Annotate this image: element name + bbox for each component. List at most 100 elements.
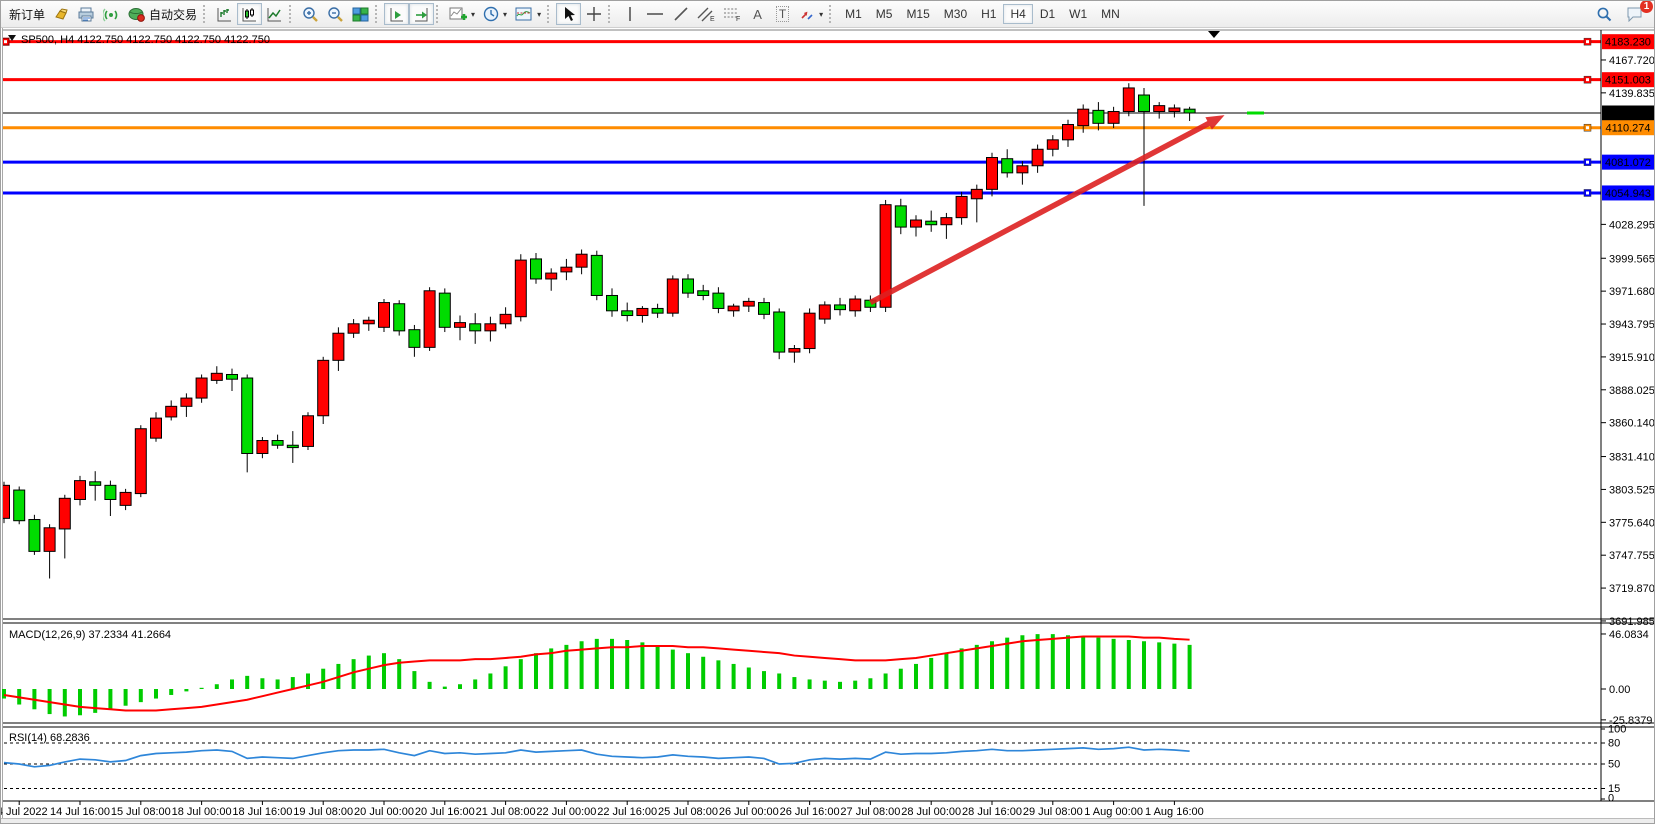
candle-body [74,480,86,500]
template-icon [515,7,532,21]
timeframe-m1-button[interactable]: M1 [838,4,869,24]
line-chart-button[interactable] [262,3,287,25]
price-badge-label: 4054.943 [1605,188,1651,200]
auto-scroll-button[interactable] [409,3,435,25]
tile-windows-button[interactable] [348,3,373,25]
broadcast-button[interactable] [99,3,124,25]
toolbar-grip [608,5,613,23]
price-badge-4183.230 [1602,34,1654,50]
candle-body [241,377,254,454]
toolbar: 新订单 自动交易 [1,1,1654,28]
vertical-line-button[interactable] [617,3,642,25]
macd-axis-label: -25.8379 [1609,715,1652,727]
templates-button[interactable]: ▾ [511,3,545,25]
macd-axis-label: 46.0834 [1609,629,1649,641]
print-preview-button[interactable] [74,3,99,25]
macd-panel: MACD(12,26,9) 37.2334 41.2664 46.0834 0.00… [2,629,1652,727]
rsi-axis-label: 100 [1608,724,1626,736]
bar-chart-button[interactable] [212,3,237,25]
timeframe-h1-button[interactable]: H1 [974,4,1003,24]
candle-body [13,489,26,522]
price-badge-4110.274 [1602,120,1654,136]
one-click-arrow-icon[interactable] [8,35,16,41]
text-label-button[interactable]: T [770,3,795,25]
rsi-axis-label: 15 [1608,783,1620,795]
line-chart-icon [267,7,282,21]
dropdown-caret: ▾ [819,9,824,19]
toolbar-grip [203,5,208,23]
price-badge-label: 4183.230 [1605,37,1651,49]
cursor-icon [564,7,575,21]
text-tool-button[interactable]: A [745,3,770,25]
horizontal-line-button[interactable] [642,3,668,25]
candle-body [286,444,299,449]
candle-body [1122,87,1135,113]
add-indicator-button[interactable]: ▾ [445,3,479,25]
time-axis-label: 22 Jul 16:00 [597,806,657,818]
rsi-axis-label: 80 [1608,738,1620,750]
horizontal-line-icon [647,13,664,15]
trend-arrow[interactable] [869,115,1225,305]
candle-body [1153,105,1166,113]
candle-body [727,305,740,312]
toolbar-grip [829,5,834,23]
notification-badge: 1 [1640,1,1653,13]
timeframe-d1-button[interactable]: D1 [1033,4,1062,24]
candle-body [651,307,664,314]
price-tick-label: 3999.565 [1609,253,1655,265]
notifications-button[interactable]: 1 [1622,1,1653,25]
candle-body [1046,139,1059,150]
candle-body [970,188,983,200]
time-axis-label: 14 Jul 16:00 [50,806,110,818]
candle-body [910,219,922,228]
candlestick-chart-button[interactable] [237,3,263,25]
time-axis-label: 1 Aug 16:00 [1145,806,1204,818]
timeframe-m5-button[interactable]: M5 [869,4,900,24]
trend-line-button[interactable] [668,3,693,25]
zoom-in-icon [303,7,318,22]
candle-body [666,278,679,314]
candle-body [438,292,451,328]
time-axis-label: 14 Jul 2022 [1,806,48,818]
cursor-button[interactable] [556,3,582,25]
periods-button[interactable]: ▾ [479,3,511,25]
price-tick-label: 3719.870 [1609,583,1655,595]
price-badge-label: 4110.274 [1605,123,1650,135]
autotrade-button[interactable]: 自动交易 [124,3,201,25]
timeframe-m30-button[interactable]: M30 [937,4,974,24]
crosshair-button[interactable] [581,3,606,25]
chart-area[interactable]: 4167.720 4139.835 4028.295 3999.565 3971.680… [1,28,1655,824]
candle-body [104,484,117,500]
price-tick-label: 3888.025 [1609,385,1655,397]
svg-text:F: F [736,16,740,22]
timeframe-mn-button[interactable]: MN [1094,4,1127,24]
timeframe-h4-button[interactable]: H4 [1003,4,1033,24]
candle-body [119,491,132,506]
equidistant-channel-button[interactable]: E [693,3,719,25]
timeframe-m15-button[interactable]: M15 [899,4,936,24]
autotrade-label: 自动交易 [149,7,198,22]
chart-title: SP500, H4 4122.750 4122.750 4122.750 412… [21,34,270,46]
bar-chart-icon [217,7,232,21]
candle-body [43,527,56,552]
new-order-button[interactable]: 新订单 [5,3,49,25]
zoom-out-button[interactable] [323,3,348,25]
fibonacci-button[interactable]: F [719,3,745,25]
candle-body [1031,148,1044,167]
timeframe-w1-button[interactable]: W1 [1062,4,1094,24]
zoom-in-button[interactable] [298,3,323,25]
rsi-line [3,746,1190,768]
market-depth-button[interactable] [49,3,74,25]
arrows-tool-button[interactable]: ▾ [795,3,827,25]
candle-body [423,290,436,348]
fibonacci-icon: F [724,8,740,22]
chart-shift-button[interactable] [384,3,410,25]
candle-body [590,254,603,296]
auto-scroll-icon [415,7,428,21]
price-axis[interactable]: 4167.720 4139.835 4028.295 3999.565 3971.680… [1601,34,1655,628]
chart-shift-icon [390,7,404,21]
search-button[interactable] [1591,3,1616,25]
candle-body [879,204,892,308]
candle-body [332,332,345,361]
